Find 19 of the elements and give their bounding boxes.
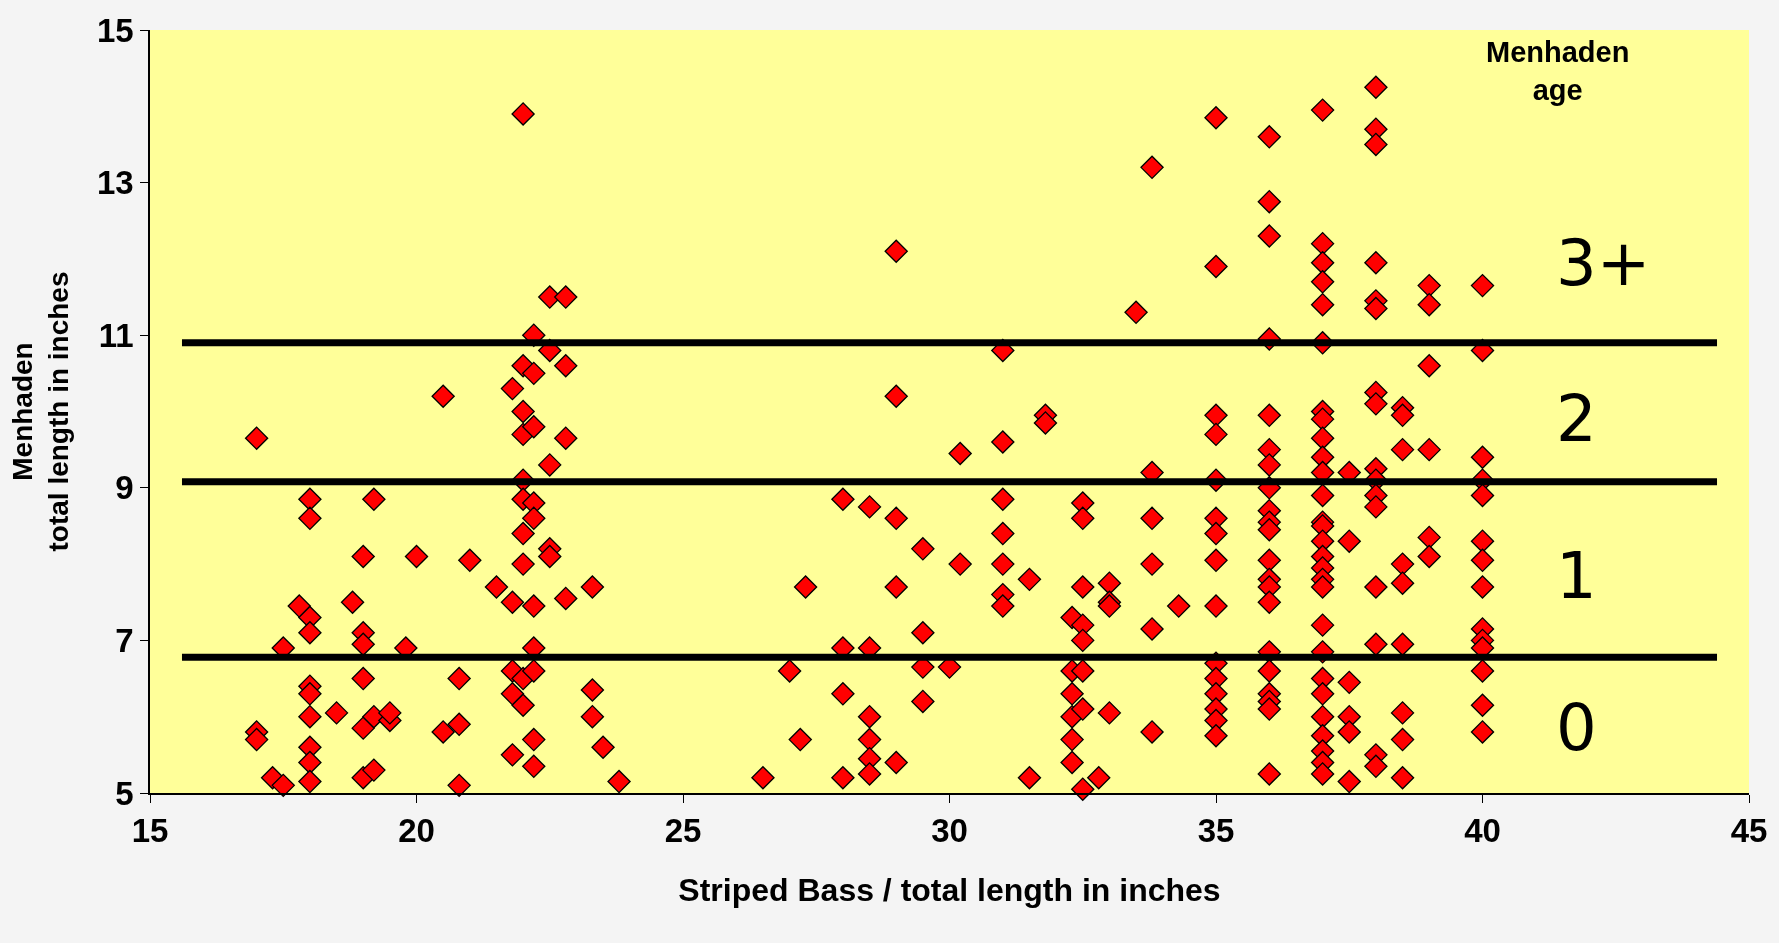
annotation: 1 <box>1556 539 1597 613</box>
x-tick-label: 30 <box>931 812 968 850</box>
annotation: 2 <box>1556 382 1597 456</box>
annotation: 0 <box>1556 691 1597 765</box>
x-tick-label: 40 <box>1464 812 1501 850</box>
x-tick-label: 20 <box>398 812 435 850</box>
x-tick-label: 35 <box>1197 812 1235 850</box>
x-tick-label: 45 <box>1730 812 1768 850</box>
y-tick-label: 11 <box>98 316 134 354</box>
y-axis-title: Menhaden total length in inches <box>6 271 75 552</box>
annotation: 3+ <box>1556 226 1651 300</box>
y-tick-label: 7 <box>115 621 134 659</box>
y-tick-label: 5 <box>115 774 134 812</box>
x-axis-title: Striped Bass / total length in inches <box>678 871 1221 908</box>
y-tick-label: 15 <box>96 11 134 49</box>
y-tick-label: 9 <box>115 469 134 507</box>
x-tick-label: 25 <box>664 812 702 850</box>
annotation: Menhaden age <box>1486 36 1630 106</box>
y-tick-label: 13 <box>96 164 134 202</box>
